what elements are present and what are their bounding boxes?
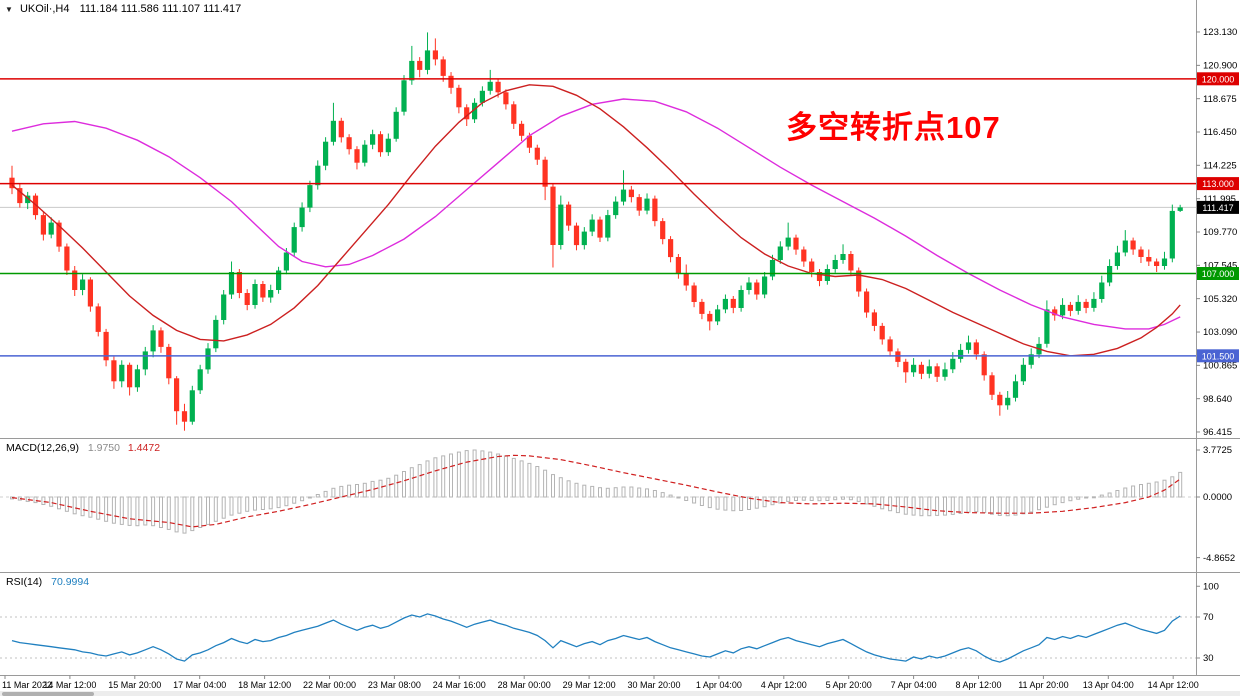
chart-ohlc-values: 111.184 111.586 111.107 111.417	[79, 3, 242, 15]
price-axis-label: 103.090	[1203, 327, 1237, 338]
price-axis-label: 114.225	[1203, 161, 1237, 172]
price-badge-107.000: 107.000	[1197, 267, 1239, 280]
time-axis-label: 4 Apr 12:00	[761, 680, 807, 690]
macd-axis-label: 0.0000	[1203, 492, 1232, 503]
time-axis-label: 8 Apr 12:00	[955, 680, 1001, 690]
time-axis-label: 17 Mar 04:00	[173, 680, 226, 690]
rsi-name: RSI(14)	[6, 576, 43, 588]
svg-text:107.000: 107.000	[1202, 269, 1235, 279]
macd-signal-value: 1.4472	[127, 442, 161, 454]
time-axis-label: 29 Mar 12:00	[563, 680, 616, 690]
time-axis-label: 14 Apr 12:00	[1148, 680, 1199, 690]
time-axis-label: 15 Mar 20:00	[108, 680, 161, 690]
rsi-axis-label: 100	[1203, 581, 1219, 592]
horizontal-scrollbar[interactable]	[0, 691, 1240, 696]
time-axis-label: 14 Mar 12:00	[43, 680, 96, 690]
rsi-axis-label: 70	[1203, 612, 1214, 623]
svg-text:101.500: 101.500	[1202, 351, 1235, 361]
svg-text:113.000: 113.000	[1202, 179, 1234, 189]
price-axis-label: 98.640	[1203, 394, 1232, 405]
price-axis-label: 107.545	[1203, 261, 1237, 272]
time-axis-label: 28 Mar 00:00	[498, 680, 551, 690]
rsi-line	[11, 613, 1181, 663]
svg-text:120.000: 120.000	[1202, 74, 1235, 84]
scrollbar-thumb[interactable]	[2, 691, 94, 696]
price-badge-101.500: 101.500	[1197, 349, 1239, 363]
time-axis-label: 13 Apr 04:00	[1083, 680, 1134, 690]
rsi-axis-label: 30	[1203, 653, 1214, 664]
time-axis-label: 5 Apr 20:00	[826, 680, 872, 690]
macd-axis-label: 3.7725	[1203, 445, 1232, 456]
time-axis-label: 23 Mar 08:00	[368, 680, 421, 690]
price-badge-113.000: 113.000	[1197, 177, 1239, 191]
macd-indicator-label: MACD(12,26,9) 1.9750 1.4472	[6, 442, 160, 454]
ma-red-line	[11, 84, 1181, 357]
time-axis-label: 22 Mar 00:00	[303, 680, 356, 690]
time-axis-label: 11 Mar 2022	[2, 680, 52, 690]
time-axis-label: 11 Apr 20:00	[1018, 680, 1068, 690]
macd-histogram	[10, 449, 1183, 534]
macd-name: MACD(12,26,9)	[6, 442, 79, 454]
chart-title: UKOil·,H4	[19, 3, 70, 15]
symbol-dropdown-icon[interactable]: ▼	[5, 5, 13, 14]
svg-text:111.417: 111.417	[1202, 203, 1233, 213]
time-axis-label: 1 Apr 04:00	[696, 680, 742, 690]
price-axis-label: 105.320	[1203, 294, 1237, 305]
price-axis-label: 96.415	[1203, 427, 1232, 438]
time-axis-label: 30 Mar 20:00	[627, 680, 680, 690]
price-axis-label: 109.770	[1203, 227, 1237, 238]
candles-group	[9, 32, 1183, 431]
price-axis-label: 100.865	[1203, 361, 1237, 372]
time-axis-label: 7 Apr 04:00	[891, 680, 937, 690]
rsi-value: 70.9994	[51, 576, 90, 588]
price-badge-111.417: 111.417	[1197, 200, 1239, 214]
price-axis-label: 111.995	[1203, 194, 1236, 205]
macd-main-value: 1.9750	[87, 442, 120, 454]
price-badge-120.000: 120.000	[1197, 72, 1239, 86]
macd-signal-line	[11, 454, 1181, 528]
chart-header: ▼ UKOil·,H4 111.184 111.586 111.107 111.…	[5, 3, 241, 15]
price-axis-label: 123.130	[1203, 27, 1237, 38]
price-axis-label: 116.450	[1203, 127, 1237, 138]
price-axis-label: 120.900	[1203, 61, 1237, 72]
ma-magenta-line	[11, 98, 1181, 330]
macd-axis-label: -4.8652	[1203, 553, 1235, 564]
rsi-indicator-label: RSI(14) 70.9994	[6, 576, 89, 588]
chinese-annotation: 多空转折点107	[786, 110, 1001, 145]
price-axis-label: 118.675	[1203, 94, 1237, 105]
time-axis-label: 24 Mar 16:00	[433, 680, 486, 690]
time-axis-label: 18 Mar 12:00	[238, 680, 291, 690]
